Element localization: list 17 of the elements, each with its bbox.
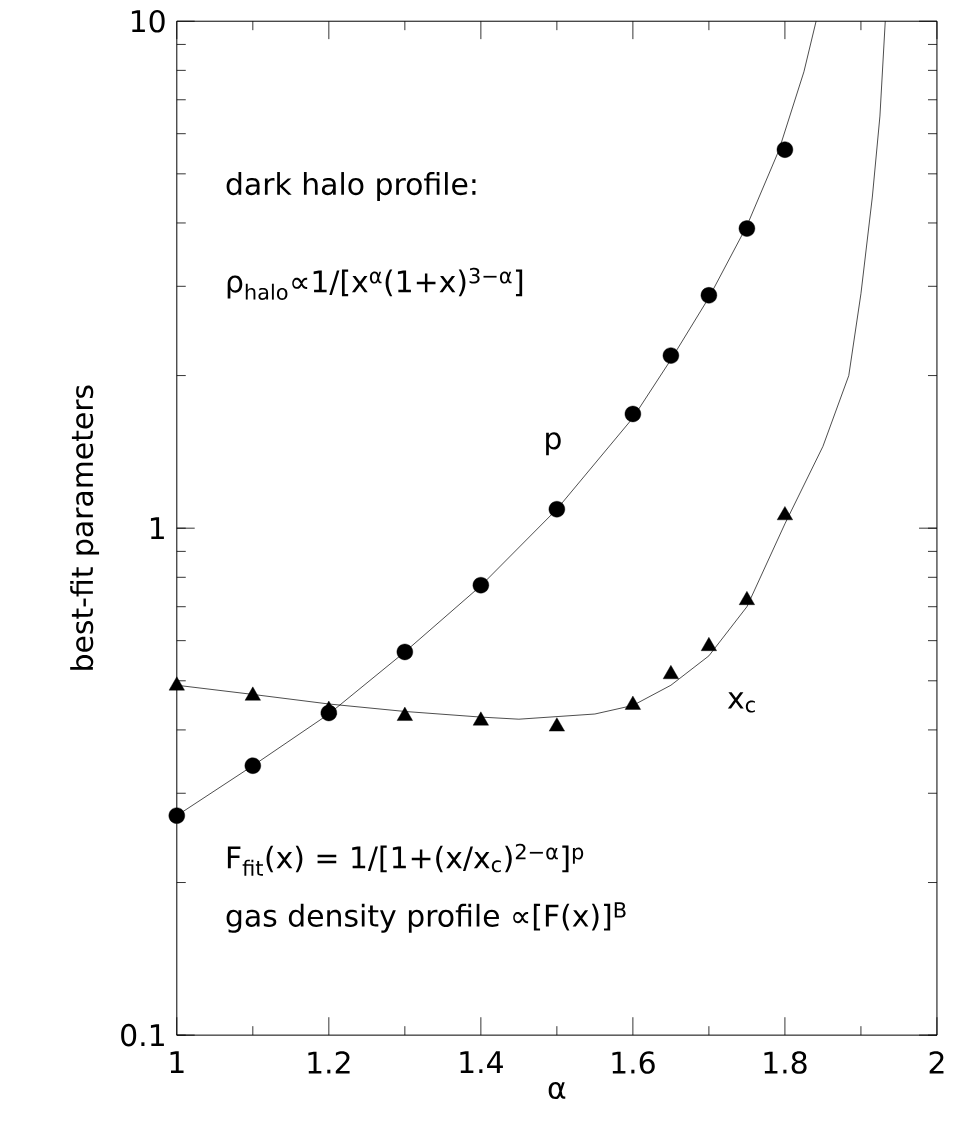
- x-tick-label: 1.8: [764, 1051, 807, 1074]
- y-axis-title: best-fit parameters: [70, 385, 100, 670]
- series-label: x$_{c}$: [727, 692, 755, 713]
- y-tick-label: 1: [150, 517, 164, 540]
- annotation: gas density profile ∝[F(x)]$^{B}$: [226, 902, 626, 933]
- y-tick-label: 0.1: [121, 1023, 164, 1047]
- annotation: dark halo profile:: [226, 172, 476, 201]
- x-axis-title: α: [548, 1081, 566, 1100]
- x-tick-label: 1: [170, 1051, 184, 1074]
- x-tick-label: 1.6: [612, 1051, 655, 1074]
- annotation: F$_{fit}$(x) = 1/[1+(x/x$_{c}$)$^{2−α}$]$^{p}$: [227, 843, 584, 876]
- x-tick-label: 2: [929, 1051, 944, 1074]
- x-tick-label: 1.2: [308, 1051, 350, 1074]
- series-label: p: [546, 432, 561, 456]
- annotation: ρ$_{halo}$∝1/[x$^{α}$(1+x)$^{3−α}$]: [227, 267, 523, 300]
- x-tick-label: 1.4: [460, 1051, 503, 1074]
- y-tick-label: 10: [131, 9, 165, 33]
